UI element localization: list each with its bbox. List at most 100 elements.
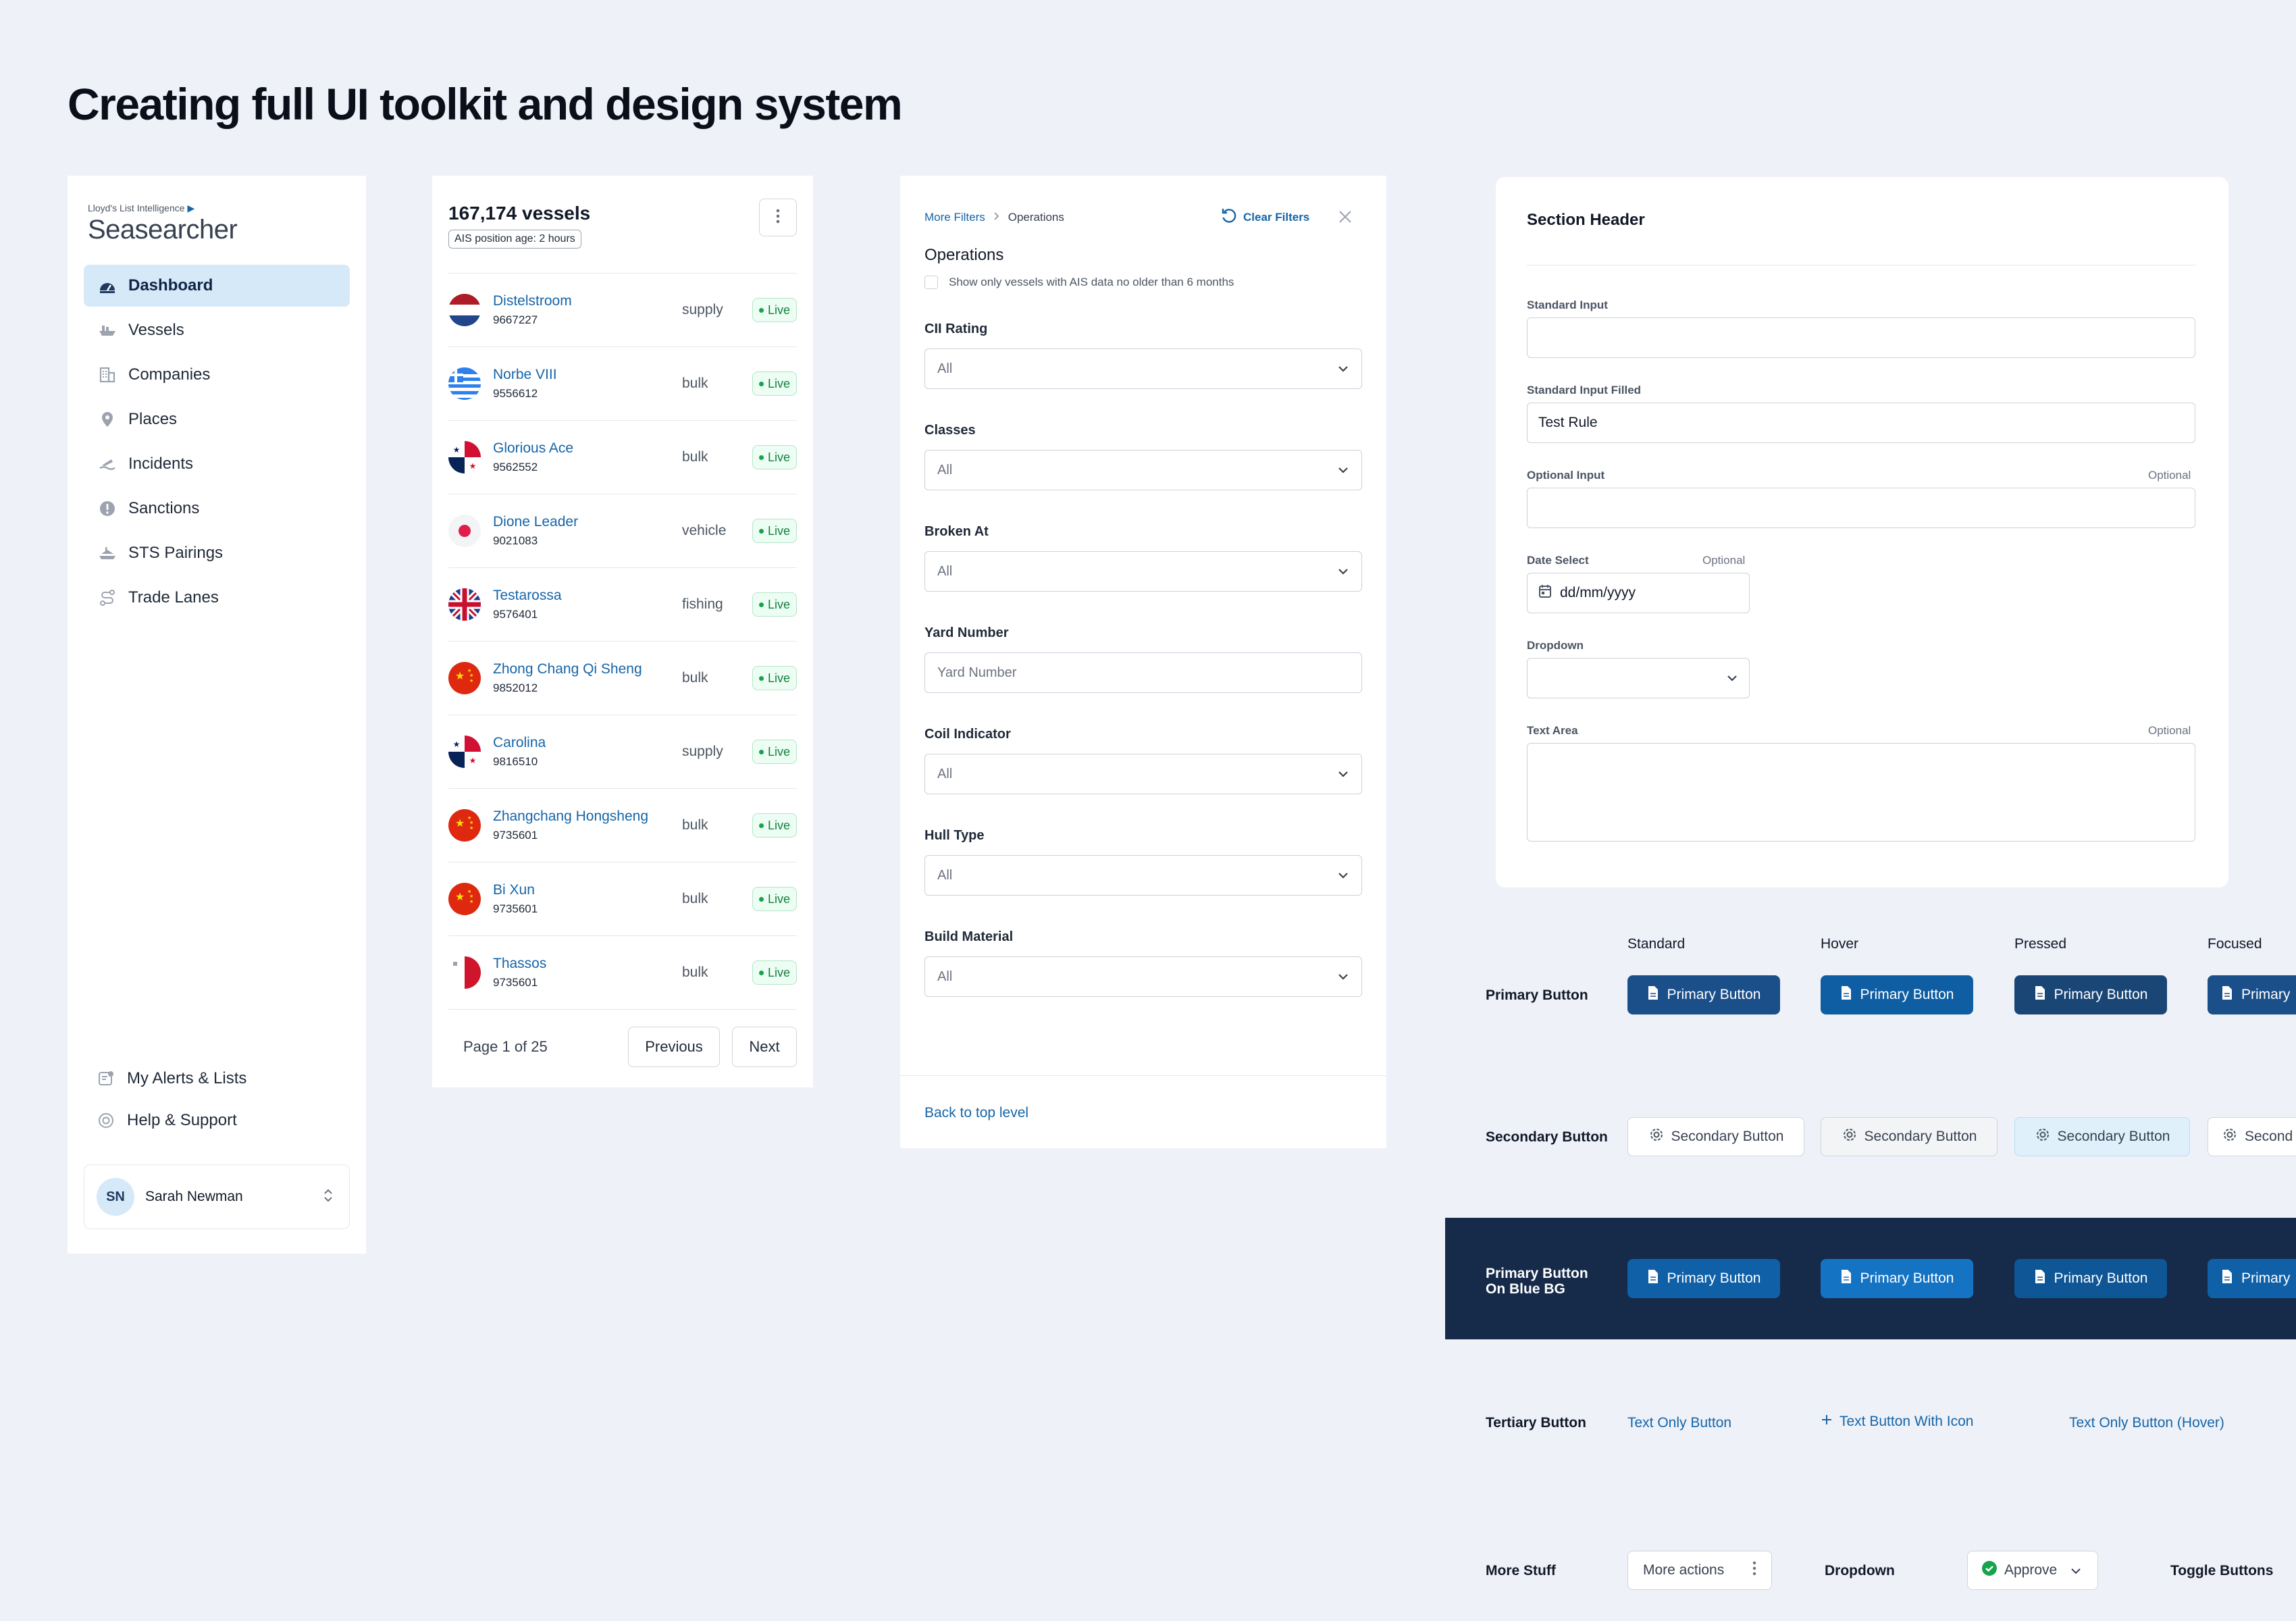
chevron-down-icon xyxy=(1337,868,1349,883)
primary-button-focused[interactable]: Primary xyxy=(2208,975,2296,1014)
text-area[interactable] xyxy=(1527,743,2195,842)
primary-button-pressed[interactable]: Primary Button xyxy=(2014,975,2167,1014)
vessel-name-link[interactable]: Thassos xyxy=(493,956,547,971)
button-label: Primary Button xyxy=(1860,1270,1954,1286)
vessel-name-link[interactable]: Bi Xun xyxy=(493,882,535,898)
filled-input[interactable]: Test Rule xyxy=(1527,403,2195,443)
filter-select[interactable]: All xyxy=(924,551,1362,592)
chevron-down-icon xyxy=(1337,564,1349,580)
pin-icon xyxy=(97,409,118,430)
sidebar-item-sanctions[interactable]: Sanctions xyxy=(84,488,350,530)
vessel-info: Glorious Ace 9562552 xyxy=(493,440,573,474)
next-button[interactable]: Next xyxy=(732,1027,797,1067)
alerts-icon xyxy=(96,1069,116,1089)
status-dot-icon xyxy=(758,823,764,828)
document-icon xyxy=(2221,985,2233,1004)
table-row[interactable]: ★ ★ ★ ★ Zhong Chang Qi Sheng 9852012 bulk Live xyxy=(448,642,797,715)
vessel-imo: 9562552 xyxy=(493,461,538,473)
vessel-name-link[interactable]: Testarossa xyxy=(493,588,562,603)
table-row[interactable]: Testarossa 9576401 fishing Live xyxy=(448,568,797,642)
previous-button[interactable]: Previous xyxy=(628,1027,720,1067)
filters-panel: More Filters Operations Clear Filters Op… xyxy=(900,176,1386,1148)
sidebar-item-sts-pairings[interactable]: STS Pairings xyxy=(84,532,350,574)
filter-select[interactable]: All xyxy=(924,754,1362,794)
user-menu[interactable]: SN Sarah Newman xyxy=(84,1164,350,1229)
sidebar-item-places[interactable]: Places xyxy=(84,398,350,440)
more-actions-button[interactable]: More actions xyxy=(1627,1551,1772,1590)
vessel-name-link[interactable]: Carolina xyxy=(493,735,546,750)
sidebar-item-companies[interactable]: Companies xyxy=(84,354,350,396)
row-label-primary-on-blue: Primary Button On Blue BG xyxy=(1486,1266,1588,1297)
sidebar-item-incidents[interactable]: Incidents xyxy=(84,443,350,485)
ais-checkbox-row[interactable]: Show only vessels with AIS data no older… xyxy=(924,276,1234,289)
primary-button-standard[interactable]: Primary Button xyxy=(1627,975,1780,1014)
flag-icon xyxy=(448,956,481,989)
standard-input-label: Standard Input xyxy=(1527,299,1608,311)
vessel-name-link[interactable]: Distelstroom xyxy=(493,293,572,309)
primary-button-blue-focused[interactable]: Primary xyxy=(2208,1259,2296,1298)
breadcrumb-more-filters[interactable]: More Filters xyxy=(924,211,985,224)
filters-heading: Operations xyxy=(924,246,1004,264)
sidebar-item-my-alerts[interactable]: My Alerts & Lists xyxy=(84,1058,350,1100)
vessel-name-link[interactable]: Dione Leader xyxy=(493,514,579,530)
date-select[interactable]: dd/mm/yyyy xyxy=(1527,573,1750,613)
table-row[interactable]: Distelstroom 9667227 supply Live xyxy=(448,274,797,347)
status-dot-icon xyxy=(758,896,764,902)
back-to-top-link[interactable]: Back to top level xyxy=(924,1105,1029,1121)
text-only-button-hover[interactable]: Text Only Button (Hover) xyxy=(2069,1415,2224,1431)
primary-button-blue-pressed[interactable]: Primary Button xyxy=(2014,1259,2167,1298)
filter-select[interactable]: All xyxy=(924,956,1362,997)
filter-select[interactable]: All xyxy=(924,450,1362,490)
table-row[interactable]: Norbe VIII 9556612 bulk Live xyxy=(448,347,797,421)
approve-dropdown-button[interactable]: Approve xyxy=(1967,1551,2098,1590)
vessel-list: Distelstroom 9667227 supply Live Norbe VIII 9… xyxy=(448,273,797,1010)
primary-button-blue-standard[interactable]: Primary Button xyxy=(1627,1259,1780,1298)
sidebar-item-help[interactable]: Help & Support xyxy=(84,1100,350,1141)
table-row[interactable]: Dione Leader 9021083 vehicle Live xyxy=(448,494,797,568)
vessel-info: Carolina 9816510 xyxy=(493,735,546,769)
secondary-button-standard[interactable]: Secondary Button xyxy=(1627,1117,1804,1156)
app-logo[interactable]: Seasearcher xyxy=(88,215,238,245)
optional-tag: Optional xyxy=(2148,724,2191,737)
table-row[interactable]: ★ ★ ★ ★ Bi Xun 9735601 bulk Live xyxy=(448,863,797,936)
vessel-name-link[interactable]: Norbe VIII xyxy=(493,367,557,382)
primary-button-blue-hover[interactable]: Primary Button xyxy=(1821,1259,1973,1298)
dashboard-icon xyxy=(97,276,118,296)
secondary-button-focused[interactable]: Second xyxy=(2208,1117,2296,1156)
text-only-button[interactable]: Text Only Button xyxy=(1627,1415,1732,1431)
vessel-name-link[interactable]: Glorious Ace xyxy=(493,440,574,456)
dropdown-select[interactable] xyxy=(1527,658,1750,698)
clear-filters-button[interactable]: Clear Filters xyxy=(1220,207,1309,228)
sidebar-item-dashboard[interactable]: Dashboard xyxy=(84,265,350,307)
sidebar-nav: Dashboard Vessels Companies Places Incidents… xyxy=(84,265,350,621)
optional-input[interactable] xyxy=(1527,488,2195,528)
table-row[interactable]: ★ ★ ★ ★ Zhangchang Hongsheng 9735601 bulk Live xyxy=(448,789,797,863)
chevron-down-icon xyxy=(1337,361,1349,377)
table-row[interactable]: Thassos 9735601 bulk Live xyxy=(448,936,797,1010)
vessel-imo: 9021083 xyxy=(493,534,538,547)
table-row[interactable]: ★ ★ Carolina 9816510 supply Live xyxy=(448,715,797,789)
select-value: All xyxy=(937,563,953,579)
filter-input[interactable]: Yard Number xyxy=(924,652,1362,693)
status-label: Live xyxy=(767,303,790,317)
calendar-icon xyxy=(1538,584,1552,602)
section-header: Section Header xyxy=(1527,211,1645,229)
standard-input[interactable] xyxy=(1527,317,2195,358)
vessel-name-link[interactable]: Zhangchang Hongsheng xyxy=(493,808,649,824)
vessel-name-link[interactable]: Zhong Chang Qi Sheng xyxy=(493,661,642,677)
gear-icon xyxy=(2222,1127,2238,1147)
filter-select[interactable]: All xyxy=(924,349,1362,389)
table-row[interactable]: ★ ★ Glorious Ace 9562552 bulk Live xyxy=(448,421,797,494)
status-label: Live xyxy=(767,376,790,390)
close-icon[interactable] xyxy=(1338,209,1353,228)
sidebar-item-trade-lanes[interactable]: Trade Lanes xyxy=(84,577,350,619)
button-label: Secondary Button xyxy=(1864,1129,1977,1144)
secondary-button-pressed[interactable]: Secondary Button xyxy=(2014,1117,2190,1156)
ais-checkbox[interactable] xyxy=(924,276,938,289)
primary-button-hover[interactable]: Primary Button xyxy=(1821,975,1973,1014)
text-button-with-icon[interactable]: Text Button With Icon xyxy=(1821,1414,1973,1430)
kebab-menu-button[interactable] xyxy=(759,199,797,236)
filter-select[interactable]: All xyxy=(924,855,1362,896)
sidebar-item-vessels[interactable]: Vessels xyxy=(84,309,350,351)
secondary-button-hover[interactable]: Secondary Button xyxy=(1821,1117,1998,1156)
